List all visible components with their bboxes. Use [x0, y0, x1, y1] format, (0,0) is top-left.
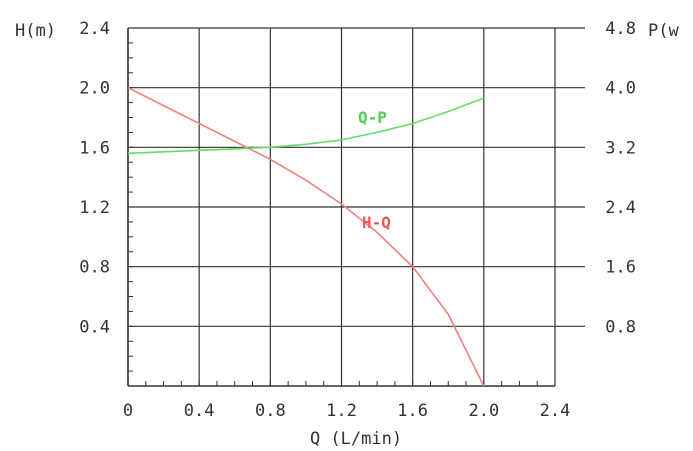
- x-tick-label: 2.0: [468, 401, 499, 421]
- y-right-tick-label: 3.2: [605, 138, 636, 158]
- y-right-tick-label: 4.0: [605, 79, 636, 99]
- y-right-tick-label: 2.4: [605, 198, 636, 218]
- series-label-hq: H-Q: [362, 213, 391, 232]
- axis-layer: [127, 27, 585, 387]
- x-axis-title: Q (L/min): [310, 429, 402, 449]
- y-right-axis-title: P(w: [648, 21, 679, 41]
- text-layer: H(m) P(w Q (L/min) H-Q Q-P 0 0.4 0.8 1.2 1.6…: [15, 19, 679, 449]
- y-left-tick-label: 0.4: [79, 317, 110, 337]
- series-label-qp: Q-P: [358, 108, 387, 127]
- x-tick-label: 1.2: [326, 401, 357, 421]
- y-left-tick-label: 1.6: [79, 138, 110, 158]
- series-line-q-p: [127, 97, 485, 155]
- x-tick-label: 0.8: [255, 401, 286, 421]
- grid-layer: [127, 27, 556, 387]
- y-left-tick-label: 1.2: [79, 198, 110, 218]
- series-line-h-q: [127, 86, 485, 387]
- x-tick-label: 2.4: [540, 401, 571, 421]
- x-tick-label: 0.4: [184, 401, 215, 421]
- y-left-tick-label: 2.0: [79, 79, 110, 99]
- series-layer: [127, 86, 485, 387]
- x-tick-label: 0: [123, 401, 133, 421]
- x-tick-label: 1.6: [397, 401, 428, 421]
- y-right-tick-label: 1.6: [605, 258, 636, 278]
- y-left-tick-label: 2.4: [79, 19, 110, 39]
- y-left-tick-label: 0.8: [79, 258, 110, 278]
- y-right-tick-label: 4.8: [605, 19, 636, 39]
- y-right-tick-label: 0.8: [605, 317, 636, 337]
- y-left-axis-title: H(m): [15, 21, 56, 41]
